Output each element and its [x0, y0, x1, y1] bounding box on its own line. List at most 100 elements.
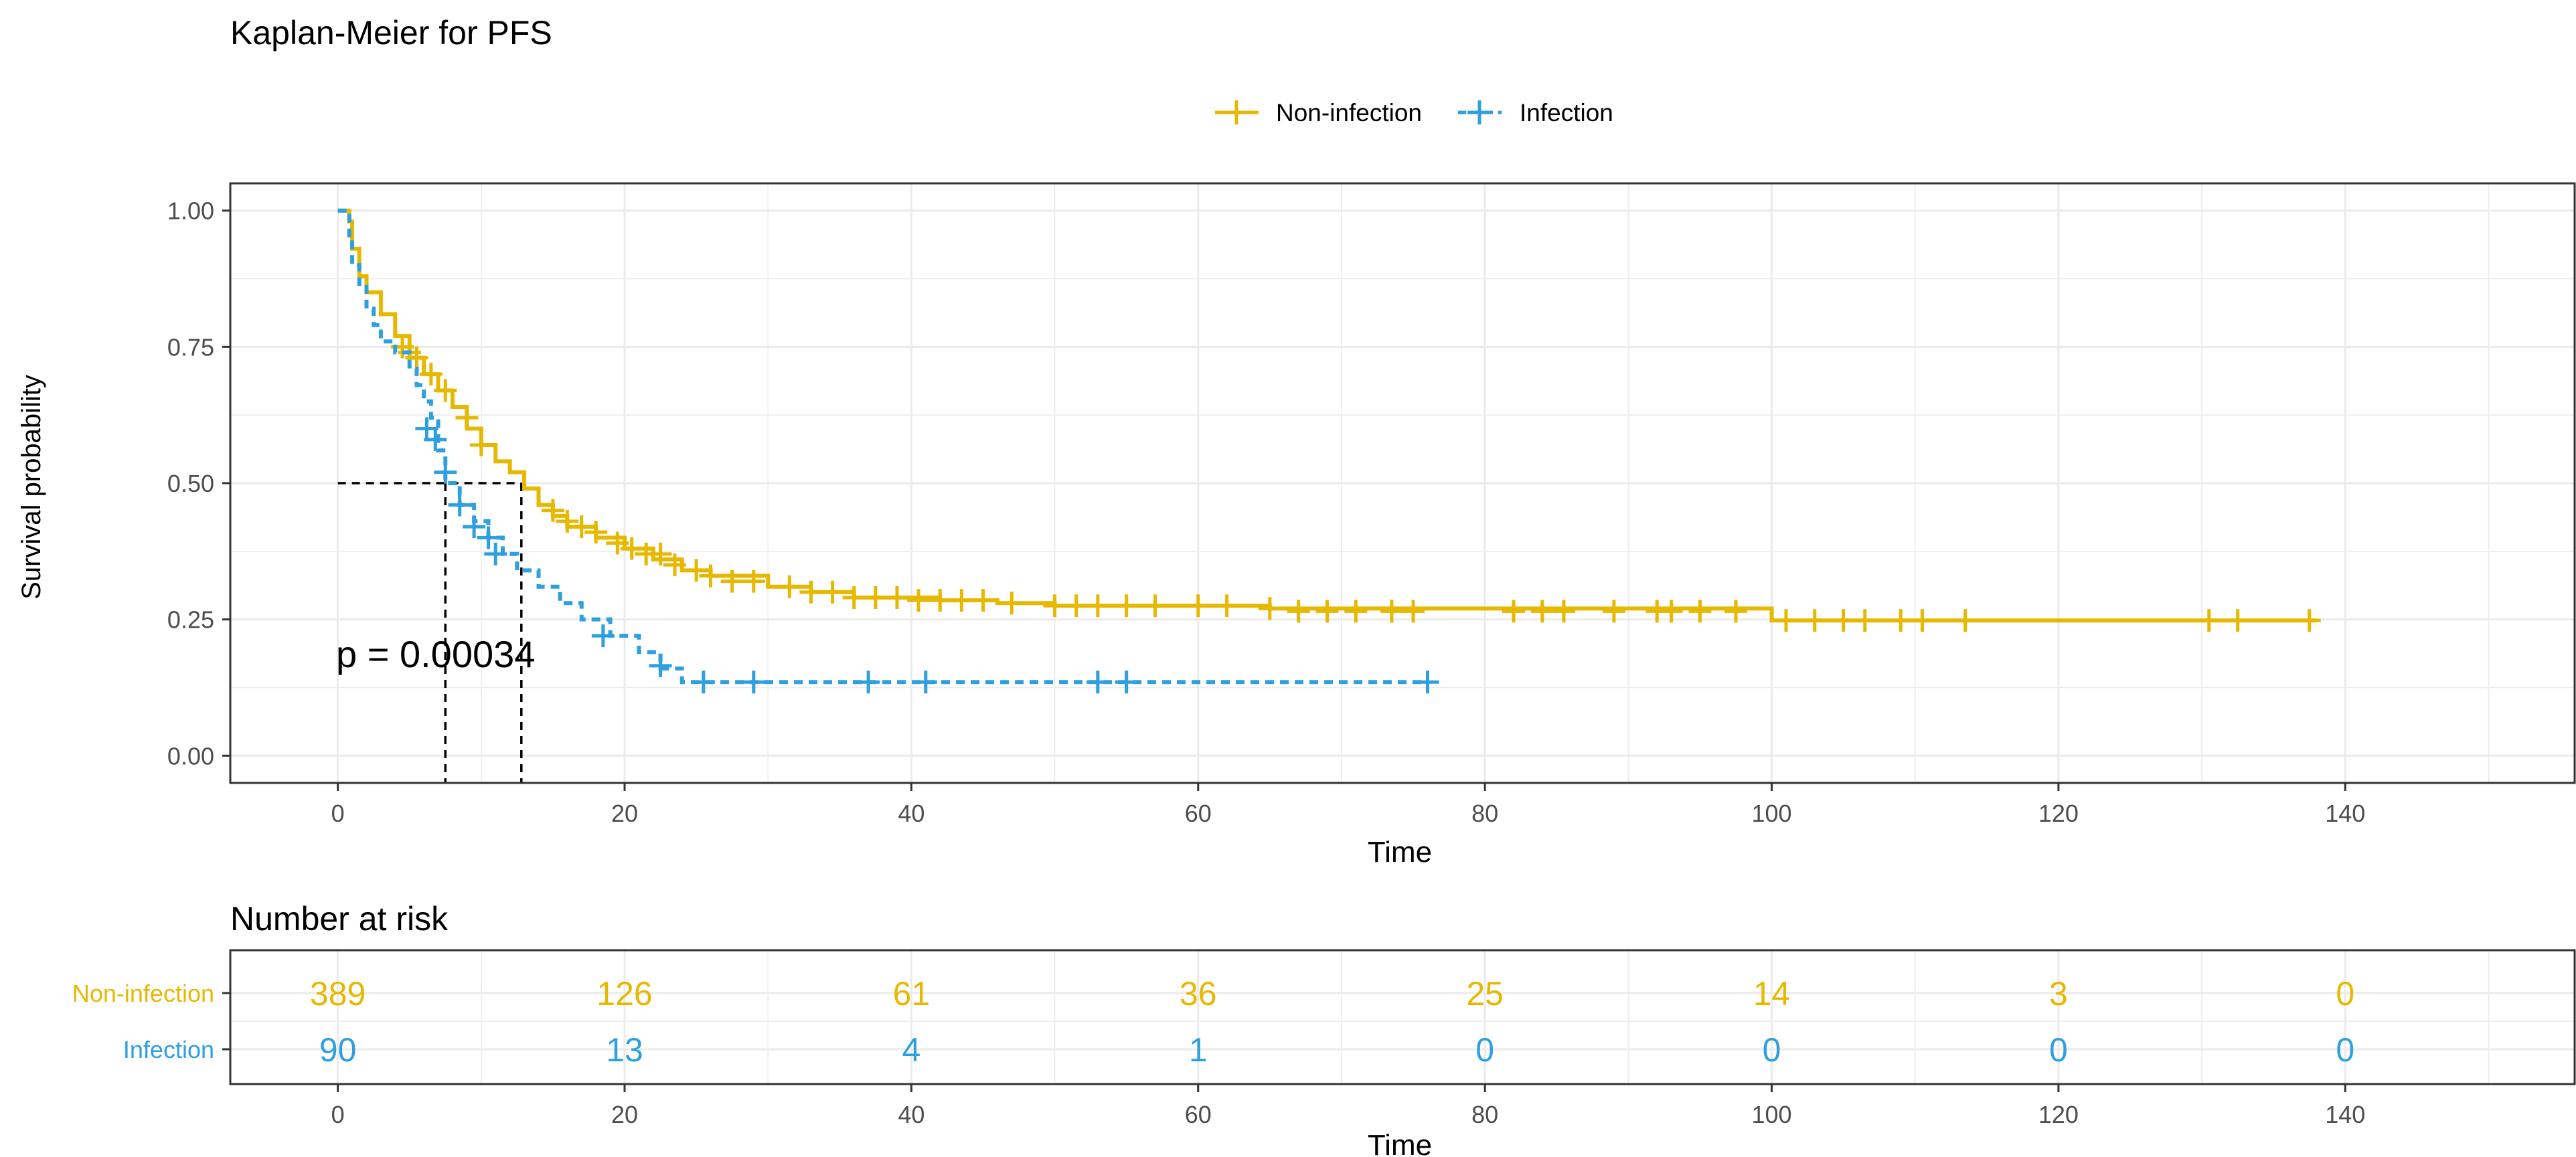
censor-mark-non-infection [1889, 609, 1913, 632]
censor-mark-non-infection [1953, 609, 1977, 632]
y-axis-tick-label: 0.25 [167, 606, 214, 634]
censor-mark-non-infection [455, 406, 479, 430]
censor-mark-non-infection [1552, 600, 1575, 623]
censor-mark-non-infection [1143, 594, 1167, 618]
risk-value-non-infection: 389 [310, 975, 366, 1012]
censor-mark-non-infection [570, 515, 593, 539]
censor-mark-infection [434, 460, 457, 484]
censor-mark-non-infection [799, 580, 823, 604]
survival-curves [337, 208, 2321, 694]
censor-mark-non-infection [1086, 594, 1109, 618]
y-axis-tick-label: 0.50 [167, 470, 214, 497]
censor-mark-infection [1416, 671, 1439, 694]
x-axis-title: Time [1368, 836, 1432, 869]
x-axis-tick-label: 0 [331, 800, 345, 827]
censor-mark-non-infection [1602, 600, 1625, 623]
risk-x-axis-tick-label: 40 [898, 1101, 924, 1128]
censor-mark-non-infection [649, 542, 672, 565]
risk-value-non-infection: 3 [2049, 975, 2068, 1012]
censor-mark-non-infection [685, 559, 708, 582]
censor-mark-infection [591, 624, 615, 648]
x-axis-tick-label: 60 [1185, 800, 1212, 827]
censor-mark-non-infection [1502, 600, 1525, 623]
censor-mark-non-infection [950, 589, 973, 612]
risk-row-label-non-infection: Non-infection [72, 980, 214, 1007]
risk-row-label-infection: Infection [123, 1036, 214, 1063]
censor-mark-non-infection [864, 586, 887, 610]
risk-value-infection: 0 [1475, 1031, 1494, 1069]
censor-mark-non-infection [469, 433, 493, 456]
legend-item-infection: Infection [1458, 99, 1613, 126]
censor-mark-non-infection [606, 531, 629, 555]
risk-table: Number at risk 0 20 40 60 80 100 120 140 Non-in… [72, 900, 2576, 1157]
risk-panel-border [229, 949, 2576, 1085]
censor-mark-non-infection [419, 363, 442, 386]
y-axis-title: Survival probability [17, 375, 46, 600]
censor-mark-infection [1115, 671, 1138, 694]
censor-mark-non-infection [584, 521, 608, 544]
censor-mark-infection [484, 542, 507, 565]
legend: Non-infection Infection [1215, 99, 1613, 126]
censor-mark-non-infection [556, 510, 579, 533]
risk-value-non-infection: 36 [1180, 975, 1217, 1012]
censor-mark-non-infection [742, 569, 765, 593]
censor-mark-non-infection [821, 580, 844, 604]
risk-grid [230, 950, 2575, 1084]
risk-x-axis-tick-label: 60 [1185, 1101, 1212, 1128]
survival-curve-non-infection [337, 208, 2317, 623]
y-axis-tick-label: 0.00 [167, 742, 214, 770]
censor-mark-non-infection [1287, 600, 1310, 623]
censor-mark-non-infection [1000, 592, 1024, 615]
censor-mark-infection [692, 671, 715, 694]
main-axes: 0 20 40 60 80 100 120 140 0.00 0.25 0.50 0.75 1.00 [167, 197, 2365, 827]
censor-mark-non-infection [1344, 600, 1368, 623]
survival-curve-infection [337, 208, 1428, 685]
risk-x-axis-tick-label: 80 [1471, 1101, 1498, 1128]
risk-value-non-infection: 61 [893, 975, 931, 1012]
legend-key-cross-infection [1467, 100, 1492, 124]
censor-mark-non-infection [1911, 609, 1934, 632]
risk-value-infection: 90 [319, 1031, 357, 1069]
censor-mark-non-infection [1315, 600, 1339, 623]
x-axis-tick-label: 120 [2038, 800, 2079, 827]
censor-mark-non-infection [1660, 600, 1683, 623]
censor-mark-non-infection [1064, 594, 1088, 618]
risk-x-axis-title: Time [1368, 1129, 1432, 1157]
censor-mark-non-infection [1402, 600, 1425, 623]
censor-mark-non-infection [620, 537, 643, 560]
legend-label-infection: Infection [1520, 99, 1613, 126]
x-axis-tick-label: 40 [898, 800, 924, 827]
risk-table-title: Number at risk [230, 900, 449, 938]
x-axis-tick-label: 80 [1471, 800, 1498, 827]
censor-mark-infection [914, 671, 937, 694]
censor-mark-non-infection [1832, 609, 1855, 632]
plot-panel-border [229, 182, 2576, 784]
legend-item-non-infection: Non-infection [1215, 99, 1422, 126]
censor-mark-infection [857, 671, 880, 694]
risk-x-axis-tick-label: 140 [2325, 1101, 2365, 1128]
censor-mark-infection [448, 493, 471, 517]
risk-value-non-infection: 14 [1753, 975, 1791, 1012]
censor-mark-non-infection [1774, 609, 1797, 632]
x-axis-tick-label: 100 [1751, 800, 1791, 827]
censor-mark-non-infection [405, 346, 428, 369]
censor-mark-infection [424, 428, 447, 451]
censor-mark-non-infection [434, 379, 457, 402]
censor-mark-infection [477, 526, 500, 549]
x-axis-tick-label: 20 [611, 800, 638, 827]
censor-mark-non-infection [907, 589, 931, 612]
censor-mark-non-infection [699, 564, 722, 588]
risk-value-infection: 13 [606, 1031, 643, 1069]
risk-value-non-infection: 0 [2336, 975, 2354, 1012]
censor-mark-non-infection [2197, 609, 2221, 632]
risk-value-infection: 1 [1189, 1031, 1208, 1069]
censor-mark-infection [463, 515, 486, 539]
censor-mark-non-infection [541, 499, 564, 522]
survival-plot: 0 20 40 60 80 100 120 140 0.00 0.25 0.50 0.75 1.00 p… [17, 182, 2576, 869]
censor-mark-non-infection [663, 553, 686, 577]
censor-mark-non-infection [885, 586, 908, 610]
censor-mark-non-infection [1853, 609, 1876, 632]
main-grid [230, 183, 2575, 783]
legend-label-non-infection: Non-infection [1276, 99, 1422, 126]
